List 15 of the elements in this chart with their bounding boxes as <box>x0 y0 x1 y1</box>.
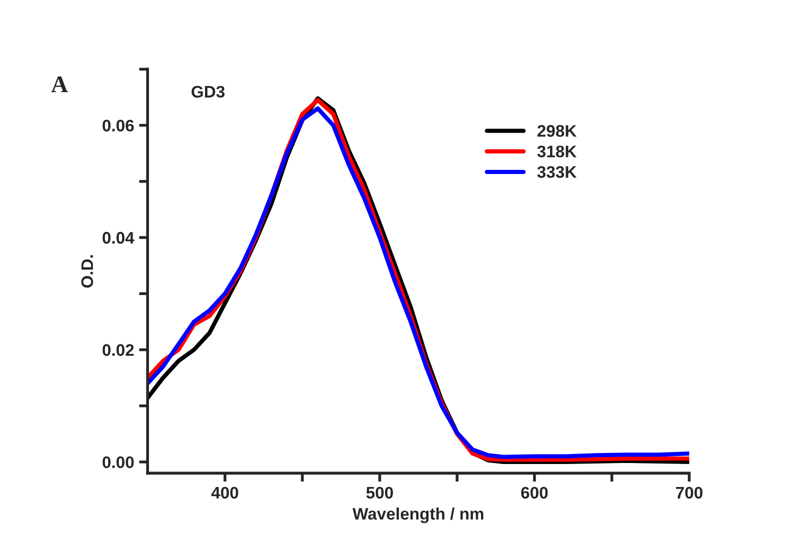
legend-label: 318K <box>537 146 577 158</box>
y-tick-label: 0.00 <box>102 456 134 468</box>
x-tick-label: 400 <box>211 486 238 499</box>
legend-label: 333K <box>537 166 577 178</box>
text: A <box>51 76 68 92</box>
x-tick-label: 600 <box>521 486 548 499</box>
x-tick-label: 700 <box>676 486 702 499</box>
x-tick-label: 500 <box>366 486 393 499</box>
y-tick-label: 0.04 <box>102 232 134 244</box>
y-tick-label: 0.06 <box>102 120 134 132</box>
y-axis-title: O.D. <box>81 255 94 288</box>
y-tick-label: 0.02 <box>102 344 134 356</box>
annotation: GD3 <box>192 86 225 98</box>
x-axis-title: Wavelength / nm <box>352 507 484 524</box>
legend-label: 298K <box>537 125 577 137</box>
